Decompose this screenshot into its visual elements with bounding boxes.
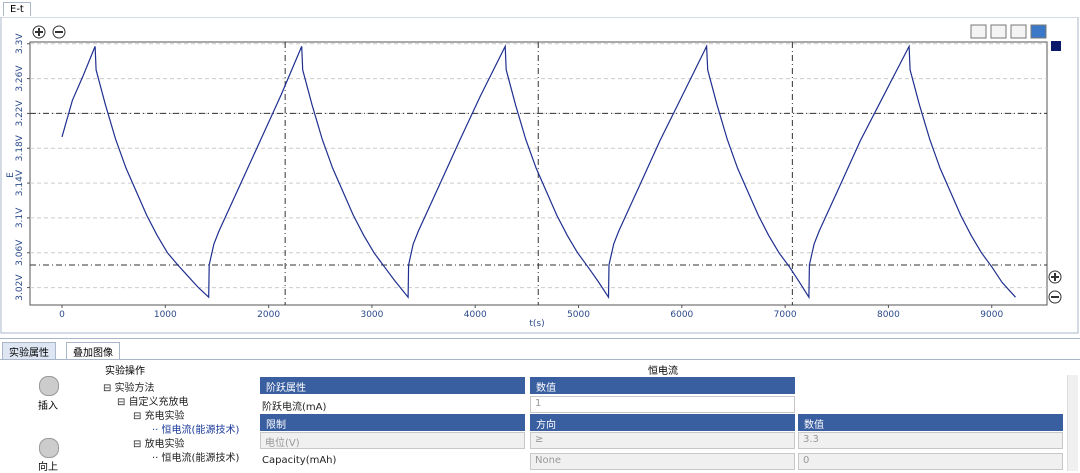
dropdown[interactable]: 电位(V)	[260, 432, 525, 449]
tree-item[interactable]: ⊟ 自定义充放电	[117, 397, 189, 408]
tree-text: 恒电流(能源技术)	[161, 453, 240, 464]
table-cell: Capacity(mAh)	[262, 455, 337, 466]
fit-x[interactable]	[1010, 24, 1027, 39]
y-tick-label: 3.1V	[15, 207, 25, 228]
y-tick-label: 3.22V	[15, 99, 25, 126]
table-header: 限制	[260, 414, 525, 431]
chart: t(s) E 3.02V 3.06V 3.1V 3.14V 3.18V 3.22V 3.26…	[0, 17, 1079, 334]
tree-item[interactable]: ·· 恒电流(能源技术)	[152, 425, 240, 436]
tree-item[interactable]: ⊟ 充电实验	[133, 411, 185, 422]
tab[interactable]: 实验属性	[2, 342, 56, 360]
table-header: 方向	[530, 414, 795, 431]
x-tick-label: 0	[59, 310, 65, 320]
fit-y[interactable]	[990, 24, 1007, 39]
insert-icon[interactable]	[39, 376, 59, 396]
tree-item[interactable]: ⊟ 放电实验	[133, 439, 185, 450]
dropdown[interactable]: None	[530, 453, 795, 470]
x-tick-label: 9000	[980, 310, 1003, 320]
y-axis-label: E	[6, 172, 16, 178]
x-tick-label: 3000	[360, 310, 383, 320]
tree-text: 自定义充放电	[128, 397, 189, 408]
dropdown[interactable]: ≥	[530, 432, 795, 449]
tree-text: 放电实验	[144, 439, 185, 450]
table-cell: 阶跃电流(mA)	[262, 402, 327, 413]
up-icon[interactable]	[39, 438, 59, 458]
x-tick-label: 6000	[670, 310, 693, 320]
tree-text: 实验方法	[114, 383, 155, 394]
input[interactable]: 3.3	[798, 432, 1063, 449]
y-tick-label: 3.14V	[15, 169, 25, 196]
column-header: 实验操作	[105, 366, 145, 377]
x-tick-label: 2000	[257, 310, 280, 320]
tree-text: 充电实验	[144, 411, 185, 422]
table-header: 阶跃属性	[260, 377, 525, 394]
x-tick-label: 8000	[877, 310, 900, 320]
y-tick-label: 3.02V	[15, 274, 25, 301]
y-tick-label: 3.26V	[15, 65, 25, 92]
fit-xy[interactable]	[970, 24, 987, 39]
y-tick-label: 3.06V	[15, 239, 25, 266]
x-tick-label: 4000	[464, 310, 487, 320]
chart-tab[interactable]: E-t	[3, 2, 31, 16]
x-tick-label: 1000	[154, 310, 177, 320]
y-tick-label: 3.3V	[15, 33, 25, 54]
table-header: 数值	[530, 377, 795, 394]
tab[interactable]: 叠加图像	[66, 342, 120, 360]
zoom-buttons	[32, 24, 1062, 304]
scrollbar[interactable]	[1067, 375, 1078, 471]
data-line	[61, 44, 1016, 300]
tree-item[interactable]: ⊟ 实验方法	[103, 383, 155, 394]
button-label[interactable]: 向上	[38, 462, 58, 473]
table-header: 数值	[798, 414, 1063, 431]
x-tick-label: 5000	[567, 310, 590, 320]
y-tick-label: 3.18V	[15, 134, 25, 161]
input[interactable]: 1	[530, 396, 795, 413]
image-button[interactable]	[1030, 24, 1047, 39]
x-axis-label: t(s)	[529, 319, 544, 329]
x-tick-label: 7000	[774, 310, 797, 320]
tree-text: 恒电流(能源技术)	[161, 425, 240, 436]
input[interactable]: 0	[798, 453, 1063, 470]
column-header: 恒电流	[648, 366, 678, 377]
tree-item[interactable]: ·· 恒电流(能源技术)	[152, 453, 240, 464]
properties-panel: 实验属性 叠加图像 实验操作 恒电流 插入 向上 ⊟ 实验方法 ⊟ 自定义充放电…	[0, 338, 1080, 473]
button-label[interactable]: 插入	[38, 401, 58, 412]
legend-color	[1051, 41, 1061, 51]
